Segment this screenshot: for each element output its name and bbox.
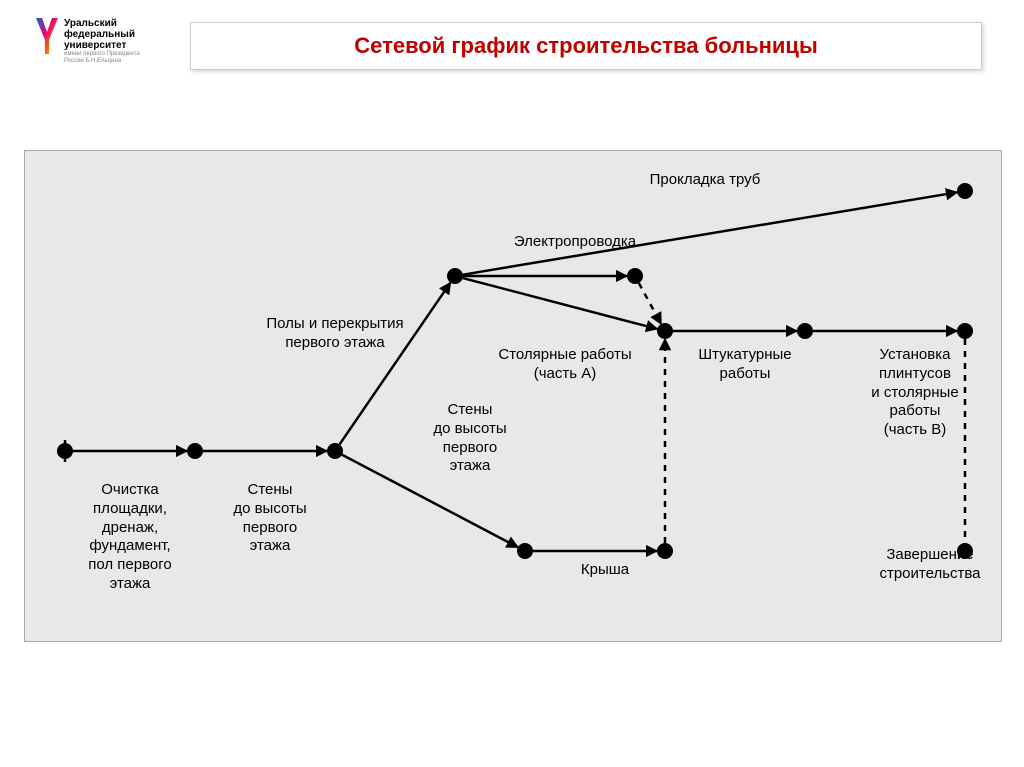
logo-line2: федеральный [64, 29, 140, 40]
logo-y-icon [36, 18, 58, 54]
logo-text-block: Уральский федеральный университет имени … [64, 18, 140, 64]
network-node [57, 443, 73, 459]
diagram-label: Завершение строительства [855, 546, 1005, 584]
diagram-label: Прокладка труб [605, 171, 805, 190]
network-node [797, 323, 813, 339]
logo-line3: университет [64, 40, 140, 51]
diagram-label: Электропроводка [490, 233, 660, 252]
diagram-label: Очистка площадки, дренаж, фундамент, пол… [65, 481, 195, 594]
network-node [627, 268, 643, 284]
diagram-label: Стены до высоты первого этажа [415, 401, 525, 476]
page-title: Сетевой график строительства больницы [354, 33, 818, 59]
edge [463, 278, 658, 329]
diagram-label: Полы и перекрытия первого этажа [235, 315, 435, 353]
diagram-label: Столярные работы (часть А) [475, 346, 655, 384]
diagram-label: Установка плинтусов и столярные работы (… [845, 346, 985, 440]
diagram-label: Штукатурные работы [675, 346, 815, 384]
network-node [327, 443, 343, 459]
title-box: Сетевой график строительства больницы [190, 22, 982, 70]
university-logo: Уральский федеральный университет имени … [36, 18, 140, 64]
network-node [657, 543, 673, 559]
network-diagram: Очистка площадки, дренаж, фундамент, пол… [24, 150, 1002, 642]
network-node [657, 323, 673, 339]
network-node [957, 183, 973, 199]
network-node [447, 268, 463, 284]
network-node [517, 543, 533, 559]
diagram-label: Крыша [565, 561, 645, 580]
network-node [957, 323, 973, 339]
diagram-label: Стены до высоты первого этажа [215, 481, 325, 556]
network-node [187, 443, 203, 459]
logo-sub1: имени первого Президента [64, 51, 140, 58]
edge [639, 283, 661, 324]
logo-line1: Уральский [64, 18, 140, 29]
logo-sub2: России Б.Н.Ельцина [64, 58, 140, 65]
